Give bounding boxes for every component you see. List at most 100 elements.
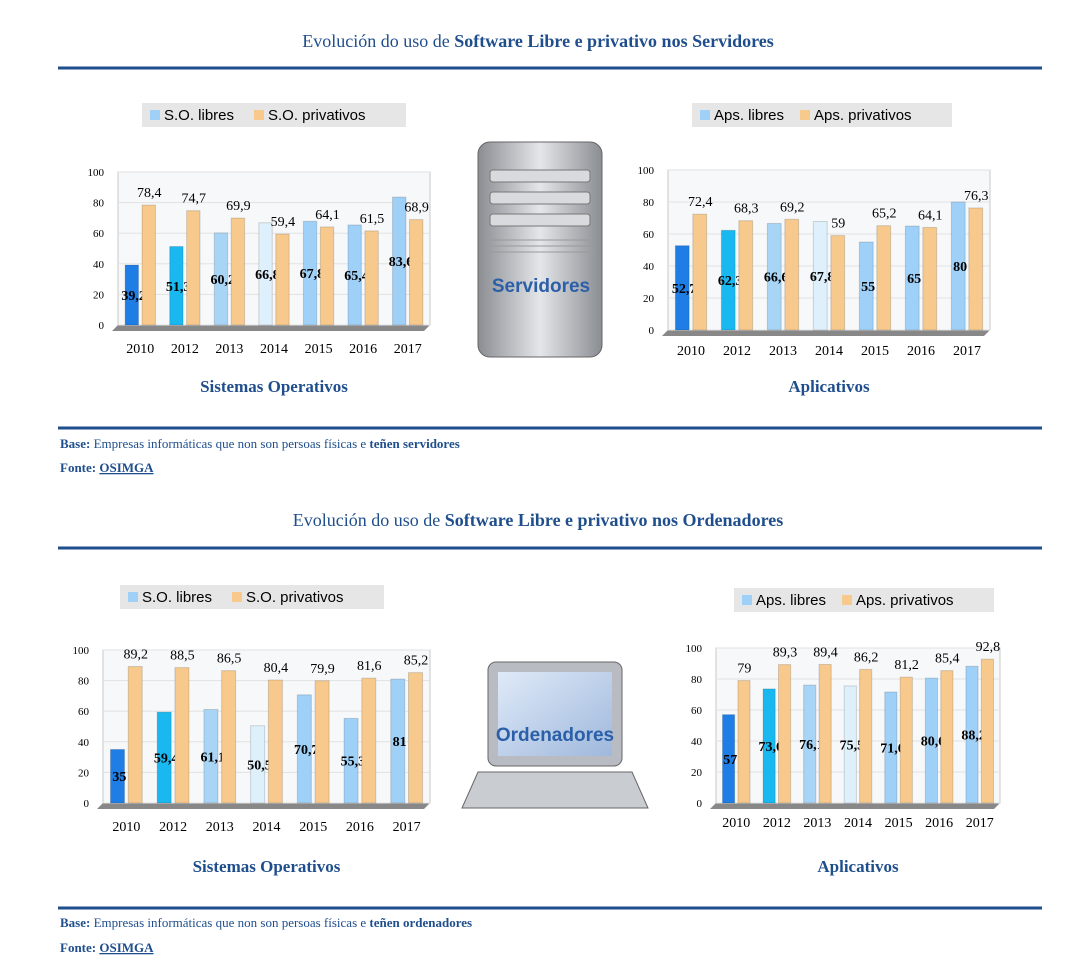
legend-swatch <box>800 110 810 120</box>
x-tick-label: 2012 <box>723 344 751 359</box>
bar <box>969 208 983 330</box>
value-label: 92,8 <box>976 640 1001 655</box>
value-label: 85,4 <box>935 652 960 667</box>
y-tick-label: 0 <box>84 798 90 810</box>
y-tick-label: 80 <box>93 198 105 210</box>
bar <box>900 677 912 803</box>
x-tick-label: 2016 <box>907 344 935 359</box>
x-tick-label: 2012 <box>763 816 791 831</box>
x-tick-label: 2013 <box>769 344 797 359</box>
bar <box>941 671 953 803</box>
plot-area <box>716 648 1000 803</box>
value-label: 80 <box>953 260 967 275</box>
x-tick-label: 2014 <box>815 344 843 359</box>
bar <box>860 669 872 803</box>
title-bold: Software Libre e privativo nos Servidore… <box>454 31 773 51</box>
value-label: 79 <box>737 662 751 677</box>
y-tick-label: 60 <box>643 229 655 241</box>
value-label: 74,7 <box>182 192 207 207</box>
plot-area <box>668 170 990 330</box>
x-tick-label: 2010 <box>112 820 140 835</box>
value-label: 81,2 <box>894 658 919 673</box>
legend-label: Aps. privativos <box>814 107 912 124</box>
value-label: 85,2 <box>404 654 429 669</box>
value-label: 55 <box>861 280 875 295</box>
y-tick-label: 40 <box>643 261 655 273</box>
y-tick-label: 20 <box>78 767 90 779</box>
x-tick-label: 2014 <box>260 342 288 357</box>
y-tick-label: 20 <box>93 289 105 301</box>
value-label: 89,4 <box>813 645 838 660</box>
fonte-label: Fonte: <box>60 940 96 955</box>
y-tick-label: 20 <box>643 293 655 305</box>
legend-label: S.O. privativos <box>246 589 344 606</box>
fonte-note: Fonte: OSIMGA <box>60 460 154 475</box>
bar <box>923 227 937 330</box>
base-text: Empresas informáticas que non son persoa… <box>94 436 367 451</box>
fonte-source: OSIMGA <box>99 460 154 475</box>
legend-label: Aps. libres <box>714 107 784 124</box>
bar <box>981 659 993 803</box>
plot-floor <box>662 330 990 336</box>
y-tick-label: 60 <box>78 706 90 718</box>
bar <box>276 234 289 325</box>
legend-swatch <box>128 592 138 602</box>
bar <box>320 227 333 325</box>
x-tick-label: 2017 <box>393 820 421 835</box>
x-tick-label: 2012 <box>171 342 199 357</box>
x-tick-label: 2013 <box>206 820 234 835</box>
value-label: 64,1 <box>918 208 943 223</box>
icon-label: Servidores <box>492 276 590 297</box>
y-tick-label: 80 <box>643 197 655 209</box>
x-tick-label: 2015 <box>299 820 327 835</box>
legend-label: Aps. libres <box>756 592 826 609</box>
x-tick-label: 2015 <box>305 342 333 357</box>
value-label: 76,3 <box>964 189 989 204</box>
legend-label: S.O. privativos <box>268 107 366 124</box>
bar <box>778 665 790 803</box>
value-label: 61,5 <box>360 212 385 227</box>
x-tick-label: 2016 <box>349 342 377 357</box>
y-tick-label: 100 <box>73 645 90 657</box>
plot-floor <box>97 803 430 809</box>
x-tick-label: 2017 <box>394 342 422 357</box>
y-tick-label: 80 <box>691 674 703 686</box>
base-note: Base: Empresas informáticas que non son … <box>60 915 472 930</box>
base-bold: teñen servidores <box>369 436 459 451</box>
legend-label: S.O. libres <box>142 589 212 606</box>
fonte-note: Fonte: OSIMGA <box>60 940 154 955</box>
plot-floor <box>112 325 430 331</box>
value-label: 79,9 <box>310 662 335 677</box>
legend-swatch <box>150 110 160 120</box>
bar <box>877 226 891 330</box>
x-tick-label: 2010 <box>126 342 154 357</box>
value-label: 88,5 <box>170 649 195 664</box>
value-label: 89,2 <box>123 648 148 663</box>
x-tick-label: 2013 <box>803 816 831 831</box>
x-tick-label: 2016 <box>346 820 374 835</box>
fonte-label: Fonte: <box>60 460 96 475</box>
bar <box>268 680 282 803</box>
bar <box>187 211 200 325</box>
value-label: 81,6 <box>357 659 382 674</box>
x-tick-label: 2013 <box>215 342 243 357</box>
base-text: Empresas informáticas que non son persoa… <box>94 915 367 930</box>
bar <box>409 220 422 325</box>
title-bold: Software Libre e privativo nos Ordenador… <box>445 510 784 530</box>
title-text: Evolución do uso de <box>293 510 440 530</box>
y-tick-label: 0 <box>649 325 655 337</box>
legend-swatch <box>254 110 264 120</box>
value-label: 57 <box>723 753 737 768</box>
y-tick-label: 40 <box>93 259 105 271</box>
x-tick-label: 2015 <box>861 344 889 359</box>
y-tick-label: 60 <box>93 228 105 240</box>
legend-label: Aps. privativos <box>856 592 954 609</box>
bar <box>128 667 142 803</box>
value-label: 35 <box>112 770 126 785</box>
legend-label: S.O. libres <box>164 107 234 124</box>
bar <box>831 236 845 330</box>
plot-area <box>118 172 430 325</box>
x-tick-label: 2010 <box>677 344 705 359</box>
y-tick-label: 0 <box>99 320 105 332</box>
x-axis-title: Aplicativos <box>788 377 870 396</box>
